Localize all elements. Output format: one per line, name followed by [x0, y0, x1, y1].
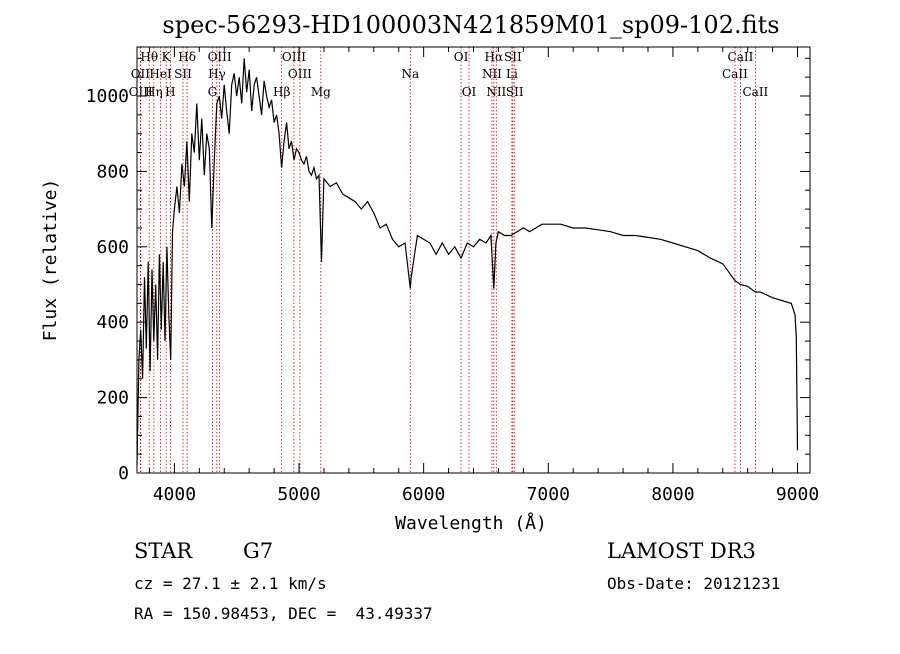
- x-tick-label: 9000: [776, 484, 819, 505]
- y-tick-label: 600: [96, 237, 129, 258]
- line-label: CaII: [728, 50, 754, 64]
- line-label: Hγ: [208, 67, 226, 81]
- x-tick-label: 7000: [527, 484, 570, 505]
- redshift-velocity: cz = 27.1 ± 2.1 km/s: [134, 574, 327, 593]
- line-label: Na: [401, 67, 419, 81]
- line-label: Mg: [311, 85, 331, 99]
- x-tick-label: 8000: [651, 484, 694, 505]
- line-label: Li: [506, 67, 518, 81]
- line-label: CaII: [722, 67, 748, 81]
- line-label: Hβ: [273, 85, 290, 99]
- survey-name: LAMOST DR3: [607, 539, 756, 563]
- observation-date: Obs-Date: 20121231: [607, 574, 781, 593]
- y-tick-label: 800: [96, 161, 129, 182]
- line-label: Hα: [485, 50, 504, 64]
- y-tick-label: 1000: [86, 86, 129, 107]
- line-label: HeI: [149, 67, 172, 81]
- line-label: OII: [131, 67, 151, 81]
- line-label: OIII: [208, 50, 232, 64]
- line-label: SII: [504, 50, 522, 64]
- y-tick-label: 0: [118, 463, 129, 484]
- line-label: SII: [506, 85, 524, 99]
- spectrum-flux-line: [136, 58, 799, 466]
- line-label: G: [208, 85, 218, 99]
- line-label: OI: [454, 50, 469, 64]
- line-label: OI: [462, 85, 477, 99]
- x-axis-label: Wavelength (Å): [395, 512, 547, 534]
- emission-line-markers: [139, 47, 756, 473]
- line-label: NII: [482, 67, 502, 81]
- coordinates: RA = 150.98453, DEC = 43.49337: [134, 604, 433, 623]
- x-axis-ticks: 4000 5000 6000 7000 8000 9000: [148, 47, 819, 505]
- chart-title: spec-56293-HD100003N421859M01_sp09-102.f…: [162, 11, 779, 39]
- line-label: OIII: [282, 50, 306, 64]
- spectral-subclass: G7: [243, 539, 274, 563]
- plot-frame: [136, 46, 811, 474]
- line-label: OIII: [129, 85, 153, 99]
- object-type: STAR: [134, 539, 193, 563]
- line-label: Hδ: [178, 50, 196, 64]
- line-label: Hη: [145, 85, 163, 99]
- y-axis-label: Flux (relative): [40, 179, 61, 342]
- y-axis-ticks: 0 200 400 600 800 1000: [86, 57, 810, 484]
- line-label: NII: [486, 85, 506, 99]
- line-label: SII: [174, 67, 192, 81]
- line-label: CaII: [742, 85, 768, 99]
- x-tick-label: 4000: [153, 484, 196, 505]
- line-label: K: [162, 50, 172, 64]
- y-tick-label: 200: [96, 388, 129, 409]
- line-label: Hθ: [140, 50, 158, 64]
- line-label: OIII: [288, 67, 312, 81]
- line-label: H: [165, 85, 175, 99]
- x-tick-label: 6000: [402, 484, 445, 505]
- y-tick-label: 400: [96, 312, 129, 333]
- x-tick-label: 5000: [277, 484, 320, 505]
